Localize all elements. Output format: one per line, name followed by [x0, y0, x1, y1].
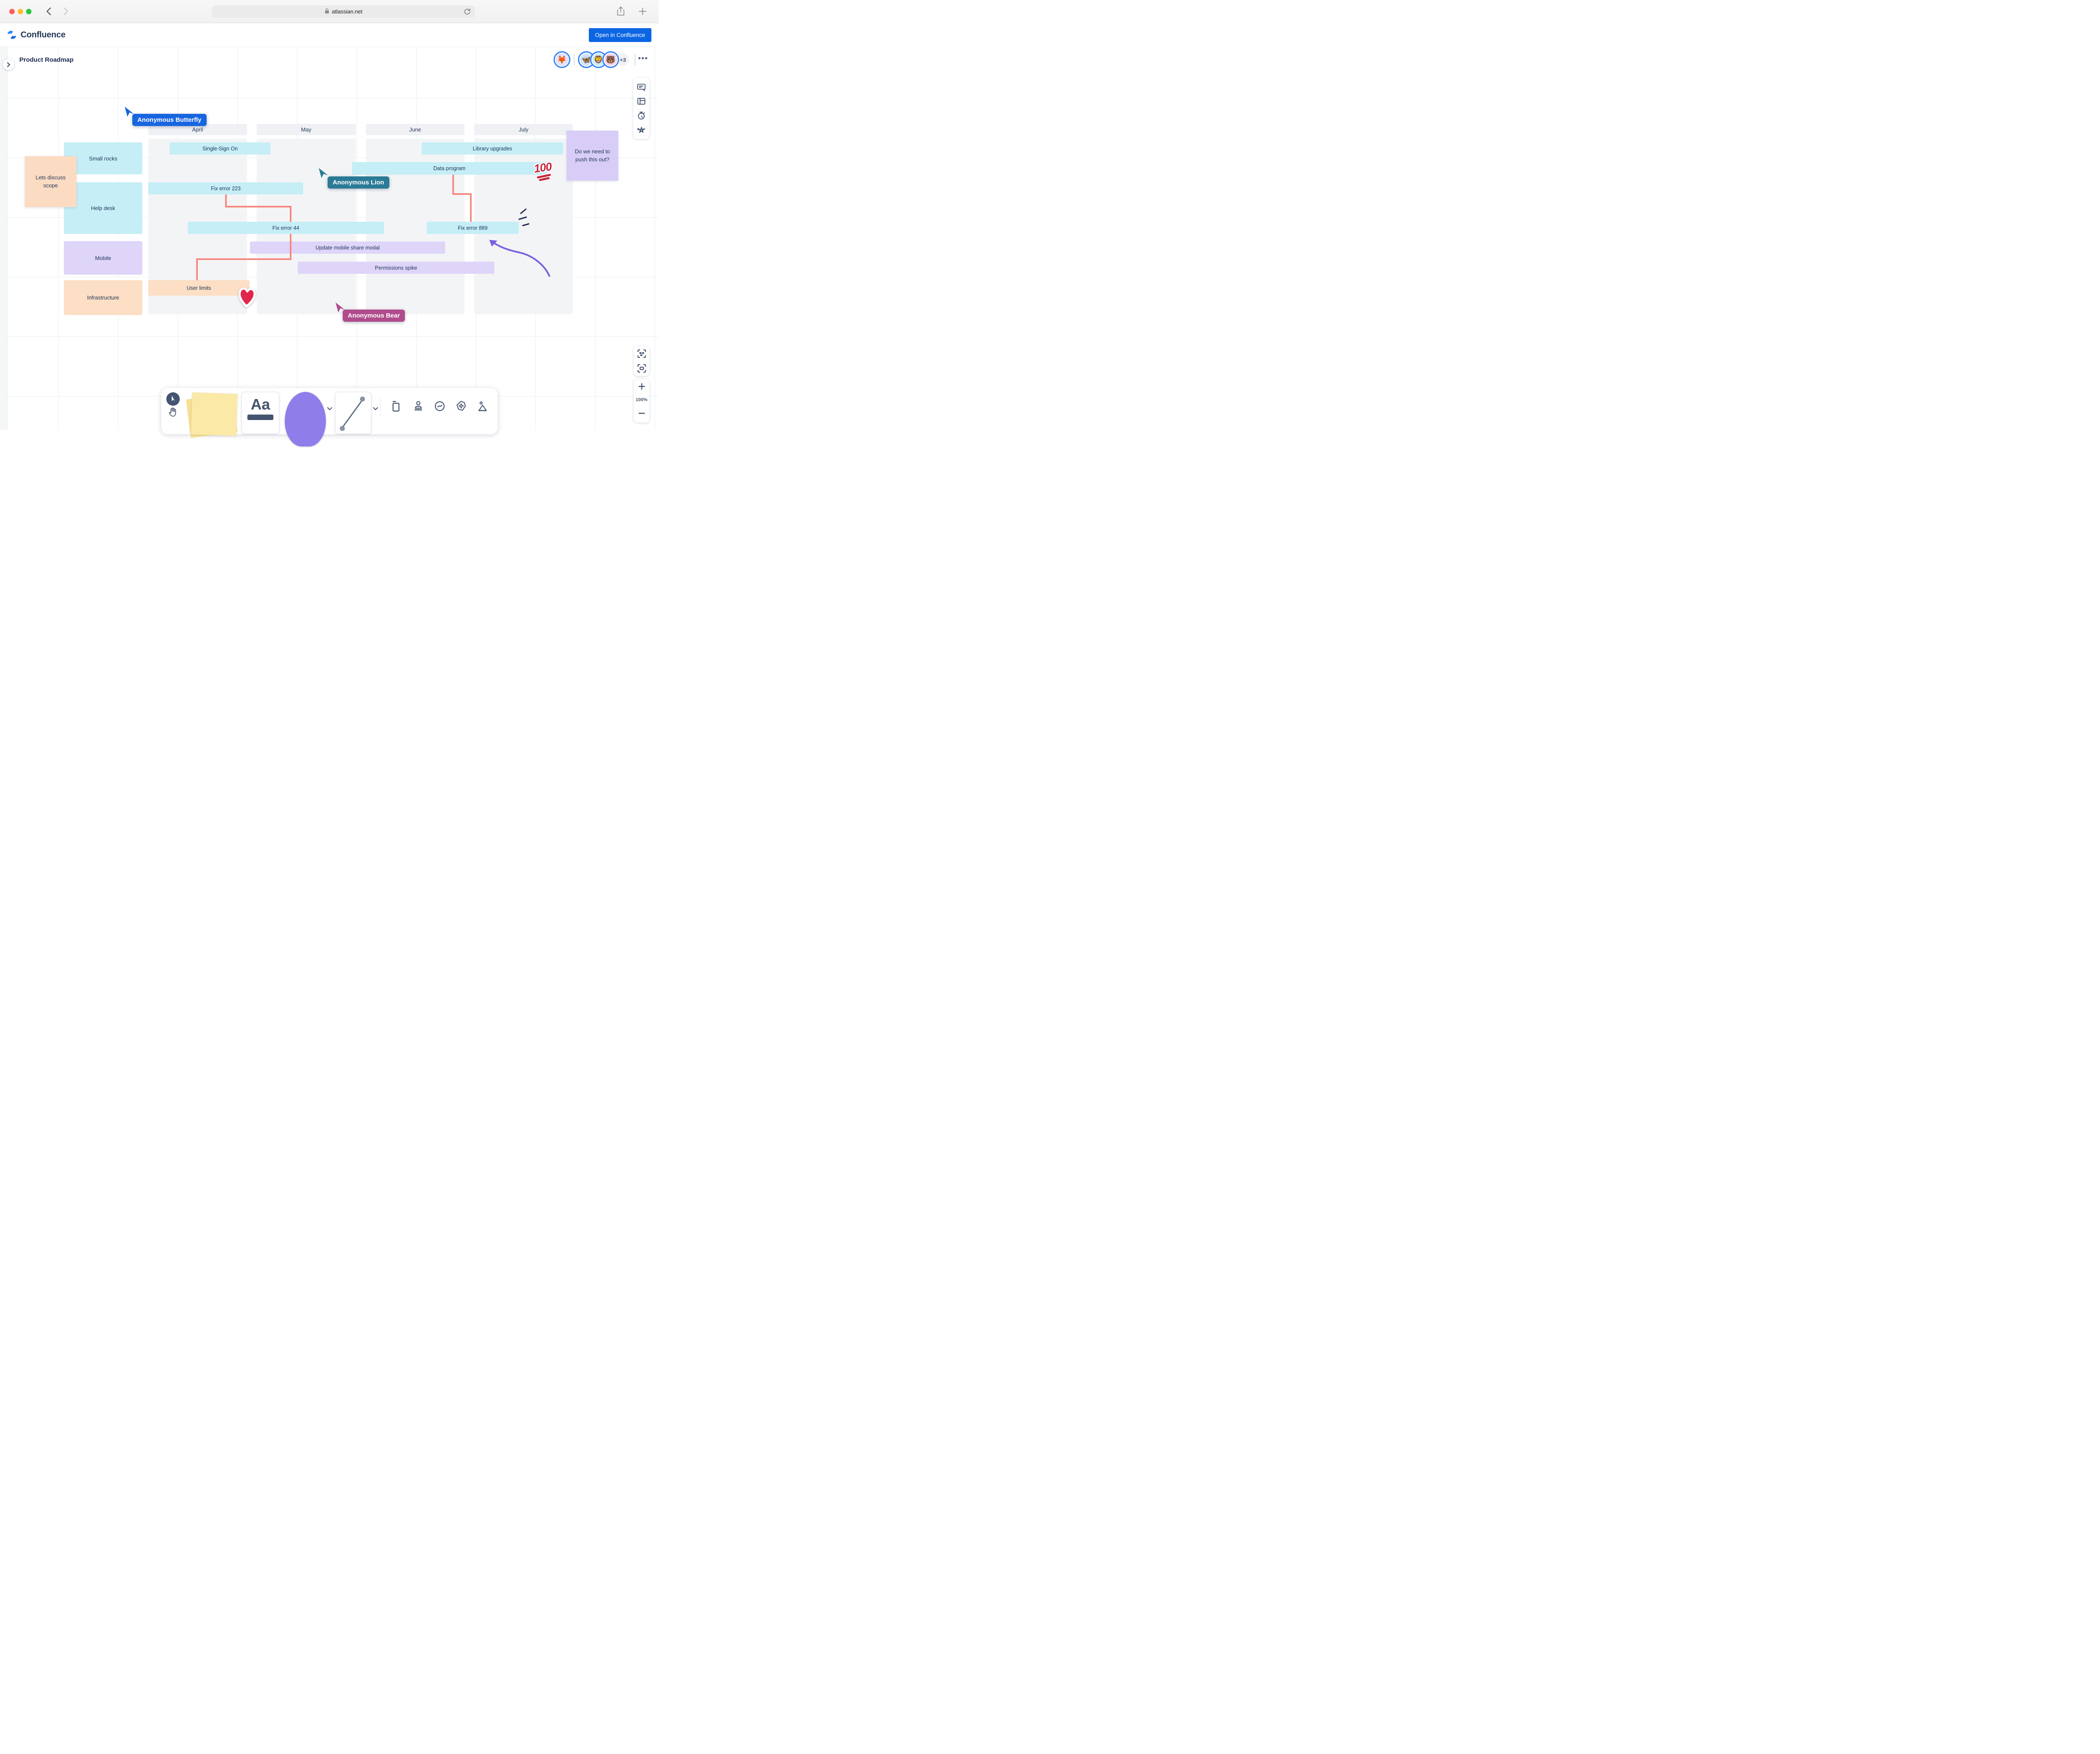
image-tool-icon[interactable] [477, 400, 488, 414]
month-june[interactable]: June [366, 124, 465, 135]
address-bar[interactable]: atlassian.net [212, 5, 475, 18]
cursor-label-anonymous-butterfly: Anonymous Butterfly [132, 114, 207, 126]
collapsed-sidebar-strip [0, 47, 8, 430]
zoom-in-button[interactable] [638, 379, 645, 394]
expand-sidebar-button[interactable] [3, 59, 14, 70]
bar-fix-error-44[interactable]: Fix error 44 [188, 222, 384, 234]
row-small-rocks[interactable]: Small rocks [64, 142, 142, 174]
avatar-overflow-badge[interactable]: +3 [616, 53, 630, 67]
shape-chevron-down-icon[interactable] [327, 405, 332, 412]
zoom-controls-card: 100% [634, 379, 649, 423]
reload-icon[interactable] [464, 8, 471, 16]
fox-emoji: 🦊 [557, 55, 567, 64]
cursor-butterfly-pointer [125, 107, 134, 119]
sticker-tool-icon[interactable] [455, 400, 467, 414]
cursor-label-anonymous-lion: Anonymous Lion [328, 176, 389, 189]
stamp-tool-icon[interactable] [412, 400, 424, 414]
butterfly-emoji: 🦋 [581, 55, 591, 64]
sticky-note-tool-front[interactable] [191, 392, 238, 436]
focus-icon[interactable] [637, 361, 646, 376]
avatar-fox[interactable]: 🦊 [555, 53, 569, 67]
line-tool-button[interactable] [335, 392, 371, 434]
avatar-lion[interactable]: 🦁 [591, 53, 606, 67]
text-tool-button[interactable]: Aa [242, 392, 279, 434]
lion-emoji: 🦁 [593, 55, 604, 64]
row-mobile[interactable]: Mobile [64, 241, 142, 275]
hundred-points-sticker[interactable]: 100 [530, 160, 556, 186]
bar-library-upgrades[interactable]: Library upgrades [422, 142, 563, 155]
bar-update-mobile-share-modal[interactable]: Update mobile share modal [250, 242, 445, 254]
view-controls-card [634, 346, 649, 376]
avatar-bear[interactable]: 🐻 [604, 53, 618, 67]
fit-to-screen-icon[interactable] [637, 346, 646, 361]
month-may[interactable]: May [257, 124, 356, 135]
minimize-window-button[interactable] [18, 9, 23, 14]
sticky-note-discuss-scope[interactable]: Lets discuss scope [25, 156, 76, 207]
forward-button[interactable] [60, 6, 71, 17]
bar-fix-error-889[interactable]: Fix error 889 [427, 222, 519, 234]
bar-fix-error-223[interactable]: Fix error 223 [148, 182, 303, 194]
cursor-label-anonymous-bear: Anonymous Bear [343, 310, 405, 322]
cursor-bear-pointer [336, 302, 345, 315]
line-chevron-down-icon[interactable] [373, 405, 378, 412]
frame-tool-icon[interactable] [391, 400, 402, 414]
bar-data-program[interactable]: Data program [352, 162, 547, 175]
row-infrastructure[interactable]: Infrastructure [64, 280, 142, 315]
lock-icon [325, 8, 329, 15]
bar-permissions-spike[interactable]: Permissions spike [298, 262, 494, 274]
avatar-divider [574, 54, 575, 66]
sticky-note-push-out[interactable]: Do we need to push this out? [567, 131, 618, 181]
heart-sticker[interactable] [236, 285, 258, 311]
cursor-lion-pointer [319, 168, 328, 180]
browser-chrome: atlassian.net [0, 0, 659, 23]
star-icon[interactable] [637, 125, 646, 134]
page-title: Product Roadmap [19, 56, 74, 63]
close-window-button[interactable] [9, 9, 15, 14]
row-help-desk[interactable]: Help desk [64, 182, 142, 234]
select-tool-button[interactable] [166, 392, 180, 406]
confluence-whiteboard-window: atlassian.net Confluence Open in Conflue… [0, 0, 659, 446]
link-tool-icon[interactable] [434, 400, 446, 414]
url-text: atlassian.net [332, 8, 362, 15]
app-name: Confluence [21, 30, 66, 39]
bar-user-limits[interactable]: User limits [148, 280, 249, 296]
back-button[interactable] [43, 6, 54, 17]
share-icon[interactable] [617, 6, 625, 18]
bar-single-sign-on[interactable]: Single-Sign On [170, 142, 270, 155]
new-tab-icon[interactable] [638, 7, 647, 18]
confluence-logo[interactable]: Confluence [6, 29, 66, 40]
open-in-confluence-button[interactable]: Open in Confluence [588, 28, 651, 42]
confluence-logo-icon [8, 31, 16, 39]
zoom-out-button[interactable] [638, 406, 645, 420]
shape-tool-button[interactable] [285, 392, 326, 446]
canvas-tools-panel [633, 78, 649, 139]
more-menu-button[interactable] [638, 57, 647, 59]
timer-icon[interactable] [637, 111, 646, 120]
confluence-header: Confluence Open in Confluence [0, 24, 659, 47]
comment-icon[interactable] [637, 83, 646, 92]
maximize-window-button[interactable] [26, 9, 32, 14]
avatar-butterfly[interactable]: 🦋 [579, 53, 593, 67]
hundred-points-text: 100 [533, 160, 553, 175]
zoom-level-value[interactable]: 100% [635, 397, 648, 402]
frames-icon[interactable] [637, 97, 646, 106]
month-july[interactable]: July [474, 124, 573, 135]
text-tool-glyph: Aa [250, 396, 270, 413]
hand-tool-button[interactable] [168, 407, 178, 420]
bear-emoji: 🐻 [606, 55, 616, 64]
